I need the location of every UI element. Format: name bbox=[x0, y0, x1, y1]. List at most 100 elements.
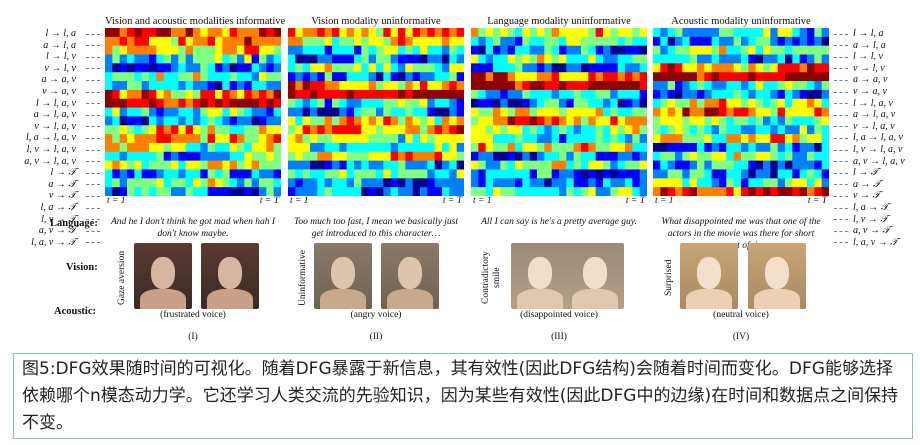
heatmap-cell bbox=[442, 36, 450, 47]
heatmap-cell bbox=[398, 36, 406, 47]
heatmap-cell bbox=[251, 142, 260, 153]
heatmap-cell bbox=[442, 151, 450, 162]
heatmap-cell bbox=[711, 169, 720, 179]
heatmap-cell bbox=[733, 116, 742, 126]
heatmap-cell bbox=[595, 125, 604, 135]
heatmap-cell bbox=[237, 81, 245, 91]
heatmap-cell bbox=[617, 187, 626, 196]
heatmap-cell bbox=[163, 187, 172, 196]
heatmap-cell bbox=[559, 28, 567, 38]
heatmap-cell bbox=[156, 81, 165, 91]
heatmap-cell bbox=[741, 98, 749, 108]
heatmap-cell bbox=[500, 187, 509, 196]
row-label: l, a → 𝒯 bbox=[40, 201, 76, 213]
heatmap-cell bbox=[398, 160, 406, 170]
heatmap-cell bbox=[317, 125, 326, 135]
heatmap-cell bbox=[442, 160, 450, 170]
heatmap-cell bbox=[134, 98, 143, 108]
heatmap-cell bbox=[719, 89, 727, 100]
heatmap-cell bbox=[222, 45, 231, 55]
heatmap-cell bbox=[763, 178, 771, 188]
heatmap-cell bbox=[141, 169, 150, 179]
heatmap-cell bbox=[807, 160, 815, 170]
heatmap-cell bbox=[141, 142, 150, 153]
heatmap-cell bbox=[675, 187, 683, 196]
heatmap-cell bbox=[354, 72, 362, 82]
heatmap-cell bbox=[770, 178, 779, 188]
row-label: a → a, v bbox=[41, 74, 76, 86]
heatmap-cell bbox=[412, 63, 421, 73]
heatmap bbox=[105, 28, 281, 196]
heatmap-cell bbox=[368, 45, 377, 55]
heatmap-cell bbox=[171, 98, 179, 108]
heatmap-cell bbox=[478, 160, 487, 170]
heatmap-cell bbox=[346, 134, 355, 144]
heatmap-cell bbox=[141, 107, 150, 117]
heatmap-cell bbox=[361, 151, 370, 162]
heatmap-cell bbox=[405, 54, 414, 64]
heatmap-cell bbox=[127, 28, 135, 38]
heatmap-cell bbox=[156, 36, 165, 47]
heatmap-cell bbox=[383, 125, 392, 135]
heatmap-cell bbox=[573, 160, 582, 170]
heatmap-cell bbox=[310, 134, 318, 144]
heatmap-cell bbox=[405, 28, 414, 38]
heatmap-cell bbox=[515, 89, 523, 100]
t-start-label: t = 1 bbox=[290, 196, 309, 206]
heatmap-cell bbox=[478, 72, 487, 82]
heatmap-cell bbox=[442, 54, 450, 64]
heatmap-cell bbox=[156, 169, 165, 179]
heatmap-cell bbox=[603, 134, 611, 144]
heatmap-cell bbox=[134, 89, 143, 100]
heatmap-cell bbox=[785, 36, 793, 47]
heatmap-cell bbox=[617, 45, 626, 55]
heatmap-cell bbox=[412, 134, 421, 144]
heatmap-cell bbox=[141, 160, 150, 170]
heatmap-cell bbox=[507, 187, 516, 196]
heatmap-cell bbox=[266, 54, 275, 64]
heatmap-cell bbox=[163, 81, 172, 91]
heatmap-cell bbox=[500, 107, 509, 117]
heatmap-cell bbox=[434, 160, 443, 170]
heatmap-cell bbox=[529, 45, 538, 55]
heatmap-cell bbox=[222, 178, 231, 188]
heatmap-cell bbox=[420, 160, 428, 170]
heatmap-cell bbox=[442, 45, 450, 55]
heatmap-cell bbox=[507, 63, 516, 73]
heatmap-cell bbox=[119, 169, 128, 179]
heatmap-cell bbox=[573, 169, 582, 179]
heatmap-cell bbox=[185, 178, 194, 188]
heatmap-cell bbox=[478, 169, 487, 179]
heatmap-cell bbox=[566, 178, 575, 188]
heatmap-cell bbox=[559, 89, 567, 100]
heatmap-cell bbox=[405, 142, 414, 153]
heatmap-cell bbox=[792, 125, 801, 135]
heatmap-cell bbox=[566, 63, 575, 73]
heatmap-cell bbox=[522, 160, 531, 170]
heatmap-cell bbox=[310, 81, 318, 91]
heatmap-cell bbox=[427, 134, 436, 144]
heatmap-cell bbox=[456, 36, 464, 47]
heatmap-cell bbox=[799, 28, 808, 38]
heatmap-cell bbox=[427, 116, 436, 126]
heatmap-cell bbox=[471, 28, 479, 38]
heatmap-cell bbox=[434, 187, 443, 196]
heatmap-cell bbox=[237, 28, 245, 38]
heatmap-cell bbox=[193, 98, 201, 108]
heatmap-cell bbox=[566, 116, 575, 126]
heatmap-cell bbox=[324, 125, 333, 135]
heatmap-cell bbox=[427, 187, 436, 196]
heatmap-cell bbox=[711, 54, 720, 64]
heatmap-cell bbox=[529, 160, 538, 170]
heatmap-cell bbox=[266, 187, 275, 196]
heatmap-cell bbox=[134, 72, 143, 82]
heatmap-cell bbox=[420, 54, 428, 64]
t-end-label: t = T bbox=[259, 196, 279, 206]
heatmap-cell bbox=[588, 98, 597, 108]
heatmap-cell bbox=[361, 107, 370, 117]
heatmap-cell bbox=[229, 72, 238, 82]
heatmap-cell bbox=[500, 178, 509, 188]
heatmap-cell bbox=[405, 151, 414, 162]
heatmap-cell bbox=[755, 89, 764, 100]
